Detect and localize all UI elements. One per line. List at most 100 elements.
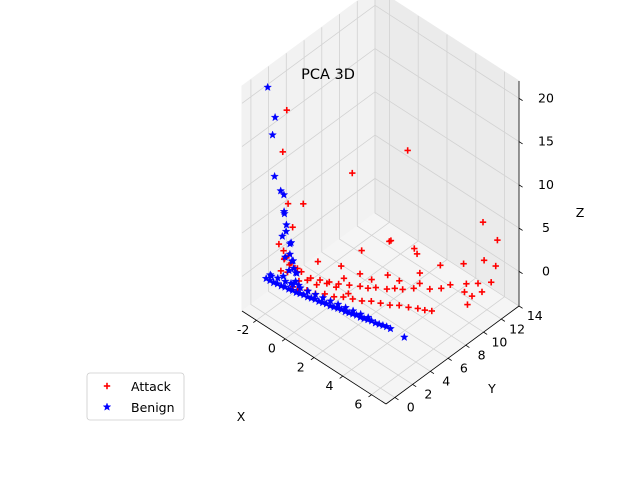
point-attack xyxy=(426,285,433,293)
point-benign xyxy=(311,289,320,299)
point-benign xyxy=(382,322,392,331)
point-attack xyxy=(464,301,471,308)
point-benign xyxy=(296,283,305,292)
grid-line-y xyxy=(268,66,413,385)
point-attack xyxy=(340,293,347,301)
point-attack xyxy=(411,245,418,252)
point-benign xyxy=(265,276,275,285)
z-tick-label: 5 xyxy=(542,220,550,235)
point-attack xyxy=(404,147,411,154)
point-benign xyxy=(378,320,388,330)
point-attack xyxy=(313,281,320,288)
point-benign xyxy=(288,285,297,295)
x-tick-label: 0 xyxy=(268,341,276,356)
point-attack xyxy=(478,288,486,296)
y-tick xyxy=(430,370,435,374)
point-attack xyxy=(428,307,435,315)
point-attack xyxy=(437,262,444,269)
point-attack xyxy=(283,106,290,114)
point-attack xyxy=(356,270,364,278)
point-benign xyxy=(284,284,294,293)
point-attack xyxy=(284,200,292,207)
point-benign xyxy=(355,312,365,322)
grid-line-y xyxy=(250,79,396,398)
point-attack xyxy=(468,292,476,300)
legend-marker-shape xyxy=(103,382,111,390)
point-benign xyxy=(276,186,286,195)
point-attack xyxy=(356,283,364,290)
y-tick-label: 10 xyxy=(491,334,507,349)
x-tick-label: -2 xyxy=(237,322,249,337)
point-attack xyxy=(275,240,283,248)
legend-box xyxy=(86,372,185,421)
y-tick-label: 2 xyxy=(424,387,432,402)
z-tick-label: 10 xyxy=(538,177,554,192)
point-attack xyxy=(280,247,287,254)
point-benign xyxy=(325,301,335,310)
point-benign xyxy=(273,273,283,282)
legend-marker-shape xyxy=(102,402,112,411)
point-attack xyxy=(340,275,348,282)
point-benign xyxy=(277,231,287,240)
point-attack xyxy=(480,257,488,264)
point-benign xyxy=(291,287,301,297)
point-benign xyxy=(291,276,300,286)
y-tick-label: 4 xyxy=(442,374,450,389)
legend-label-attack: Attack xyxy=(131,379,172,394)
point-benign xyxy=(356,309,366,318)
y-tick xyxy=(412,384,417,388)
point-attack xyxy=(368,276,375,283)
point-benign xyxy=(291,268,301,277)
point-benign xyxy=(287,256,297,265)
y-tick-label: 0 xyxy=(407,400,415,415)
point-benign xyxy=(280,209,289,218)
z-tick xyxy=(518,97,523,101)
point-benign xyxy=(333,299,343,309)
point-attack xyxy=(494,236,501,244)
point-attack xyxy=(479,218,487,226)
point-attack xyxy=(461,288,468,296)
point-attack xyxy=(463,280,470,287)
y-tick xyxy=(501,318,506,322)
point-attack xyxy=(277,267,285,275)
point-attack xyxy=(349,295,356,303)
y-tick xyxy=(483,331,488,335)
point-attack xyxy=(474,280,482,287)
point-attack xyxy=(314,258,322,265)
grid-line-z xyxy=(241,4,520,104)
point-attack xyxy=(421,306,429,314)
grid-line-y xyxy=(339,14,484,333)
x-tick xyxy=(310,357,315,361)
point-benign xyxy=(374,319,384,328)
grid-lines xyxy=(241,0,520,398)
y-axis-label: Y xyxy=(487,381,496,396)
point-benign xyxy=(270,171,279,181)
point-attack xyxy=(377,299,384,307)
point-benign xyxy=(348,306,358,315)
point-attack xyxy=(358,247,365,254)
grid-line-z xyxy=(241,91,520,191)
point-attack xyxy=(416,269,424,277)
y-tick-label: 8 xyxy=(478,347,486,362)
y-axis-line xyxy=(385,305,520,405)
y-tick-label: 12 xyxy=(509,321,525,336)
z-tick xyxy=(518,184,523,188)
point-benign xyxy=(280,252,290,261)
x-tick-label: 4 xyxy=(326,378,334,393)
point-benign xyxy=(371,318,380,327)
point-benign xyxy=(269,278,279,287)
point-attack xyxy=(304,276,311,284)
point-attack xyxy=(289,224,296,231)
grid-line-y xyxy=(303,40,449,359)
point-attack xyxy=(414,305,422,312)
z-axis-label: Z xyxy=(576,205,585,220)
data-points xyxy=(261,82,501,341)
point-attack xyxy=(416,280,423,287)
point-attack xyxy=(438,285,445,292)
point-benign xyxy=(267,271,276,280)
point-attack xyxy=(410,285,417,292)
point-benign xyxy=(399,332,409,341)
legend-marker-benign xyxy=(102,402,112,411)
chart-title: PCA 3D xyxy=(301,67,355,83)
